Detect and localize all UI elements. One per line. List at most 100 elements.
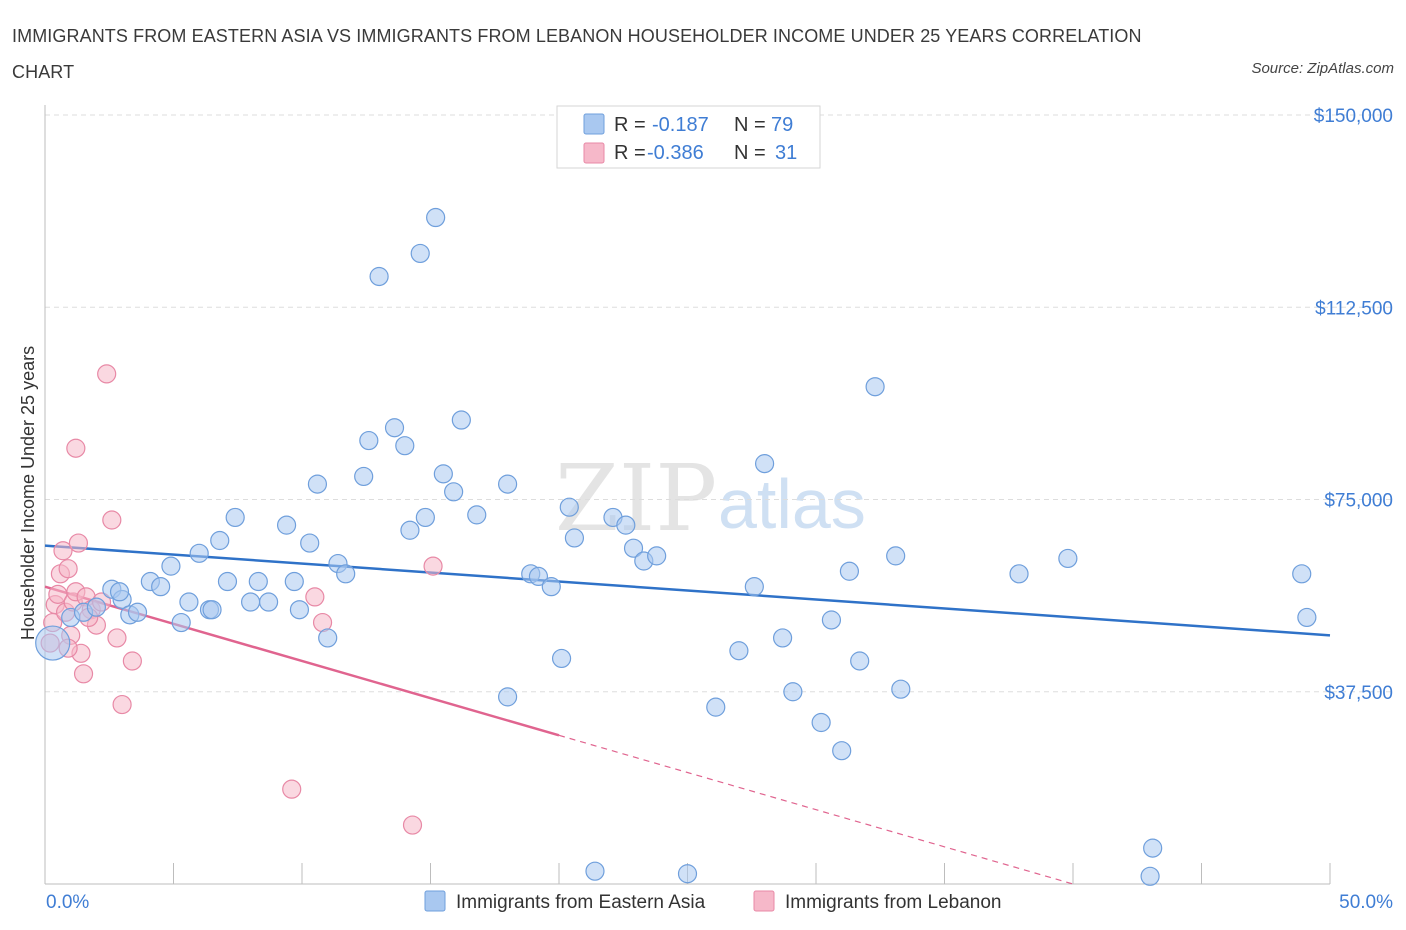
point-eastern-asia <box>86 597 107 617</box>
point-eastern-asia <box>585 861 605 881</box>
data-points <box>35 207 1317 886</box>
point-eastern-asia <box>623 538 644 558</box>
point-eastern-asia <box>451 410 471 430</box>
point-lebanon <box>68 533 89 553</box>
point-eastern-asia <box>400 520 420 540</box>
point-eastern-asia <box>616 515 636 535</box>
point-eastern-asia <box>832 741 852 761</box>
trend-lines <box>44 544 1331 885</box>
y-axis-label: Householder Income Under 25 years <box>18 346 38 640</box>
point-eastern-asia <box>395 436 415 456</box>
point-eastern-asia <box>426 207 446 228</box>
point-eastern-asia <box>839 561 860 581</box>
point-eastern-asia <box>241 592 261 612</box>
legend-bottom-label-blue: Immigrants from Eastern Asia <box>456 892 706 913</box>
legend-swatch-pink <box>583 142 605 164</box>
point-eastern-asia <box>783 682 803 702</box>
point-lebanon <box>102 510 122 530</box>
point-eastern-asia <box>647 546 667 566</box>
y-tick-label: $37,500 <box>1324 683 1393 704</box>
point-eastern-asia <box>1058 548 1078 569</box>
point-eastern-asia <box>289 600 310 620</box>
point-eastern-asia <box>248 571 268 592</box>
point-eastern-asia <box>225 507 245 528</box>
point-lebanon <box>66 438 86 458</box>
y-tick-label: $150,000 <box>1314 106 1393 127</box>
y-tick-label: $112,500 <box>1315 298 1393 319</box>
point-eastern-asia <box>171 612 191 633</box>
legend-n-value-blue: 79 <box>771 114 793 136</box>
point-eastern-asia <box>35 625 71 661</box>
point-lebanon <box>305 587 325 607</box>
legend-r-value-blue: -0.187 <box>652 114 709 136</box>
point-lebanon <box>282 779 302 799</box>
point-eastern-asia <box>354 466 374 487</box>
point-eastern-asia <box>744 577 764 597</box>
legend-top: R = -0.187 N = 79 R = -0.386 N = 31 <box>556 105 821 169</box>
chart-source: Source: ZipAtlas.com <box>1251 60 1394 77</box>
point-eastern-asia <box>300 533 320 553</box>
legend-bottom-swatch-pink <box>753 890 775 912</box>
point-eastern-asia <box>891 679 911 699</box>
point-eastern-asia <box>541 577 561 597</box>
point-eastern-asia <box>336 564 356 584</box>
point-eastern-asia <box>706 697 726 717</box>
point-eastern-asia <box>528 566 549 587</box>
point-eastern-asia <box>1009 564 1029 584</box>
point-eastern-asia <box>754 454 775 474</box>
point-lebanon <box>73 664 94 684</box>
point-eastern-asia <box>444 482 464 502</box>
point-eastern-asia <box>415 507 435 528</box>
trend-line-eastern-asia <box>44 544 1331 637</box>
y-tick-label: $75,000 <box>1324 491 1393 512</box>
legend-bottom-label-pink: Immigrants from Lebanon <box>785 892 1002 913</box>
point-eastern-asia <box>359 430 379 451</box>
legend-r-label-blue: R = <box>614 114 646 136</box>
point-eastern-asia <box>1292 564 1312 584</box>
point-eastern-asia <box>258 592 279 612</box>
legend-n-label-pink: N = <box>734 142 766 164</box>
point-eastern-asia <box>865 377 885 397</box>
point-eastern-asia <box>551 648 572 669</box>
point-lebanon <box>402 815 423 835</box>
point-eastern-asia <box>498 687 518 707</box>
point-eastern-asia <box>202 600 222 620</box>
point-eastern-asia <box>179 592 199 612</box>
point-eastern-asia <box>433 464 453 484</box>
x-tick-label: 0.0% <box>46 892 89 913</box>
watermark-atlas: atlas <box>718 465 866 543</box>
point-lebanon <box>122 651 142 671</box>
point-eastern-asia <box>559 497 579 517</box>
tick-labels: $37,500 $75,000 $112,500 $150,000 0.0% 50.0% <box>46 106 1393 913</box>
point-eastern-asia <box>772 628 793 648</box>
point-eastern-asia <box>850 651 870 671</box>
legend-bottom: Immigrants from Eastern Asia Immigrants … <box>424 890 1002 913</box>
point-eastern-asia <box>729 641 749 661</box>
point-lebanon <box>112 694 132 715</box>
point-eastern-asia <box>384 418 405 438</box>
point-eastern-asia <box>318 628 338 648</box>
point-eastern-asia <box>189 543 209 563</box>
point-eastern-asia <box>886 546 906 566</box>
point-eastern-asia <box>1143 838 1163 858</box>
point-eastern-asia <box>276 515 297 535</box>
point-eastern-asia <box>564 528 585 548</box>
axes <box>44 105 1331 885</box>
point-eastern-asia <box>467 505 487 525</box>
legend-n-value-pink: 31 <box>775 142 797 164</box>
point-lebanon <box>53 541 73 561</box>
point-lebanon <box>107 628 127 648</box>
point-eastern-asia <box>217 571 238 592</box>
x-tick-label: 50.0% <box>1339 892 1393 913</box>
point-eastern-asia <box>821 610 842 630</box>
point-eastern-asia <box>127 602 148 622</box>
point-eastern-asia <box>109 582 130 602</box>
point-eastern-asia <box>1140 866 1160 886</box>
chart-title: IMMIGRANTS FROM EASTERN ASIA VS IMMIGRAN… <box>12 26 1142 82</box>
legend-bottom-swatch-blue <box>424 890 446 912</box>
point-eastern-asia <box>811 712 831 733</box>
point-eastern-asia <box>369 266 389 287</box>
point-eastern-asia <box>284 571 304 592</box>
point-lebanon <box>58 559 78 579</box>
